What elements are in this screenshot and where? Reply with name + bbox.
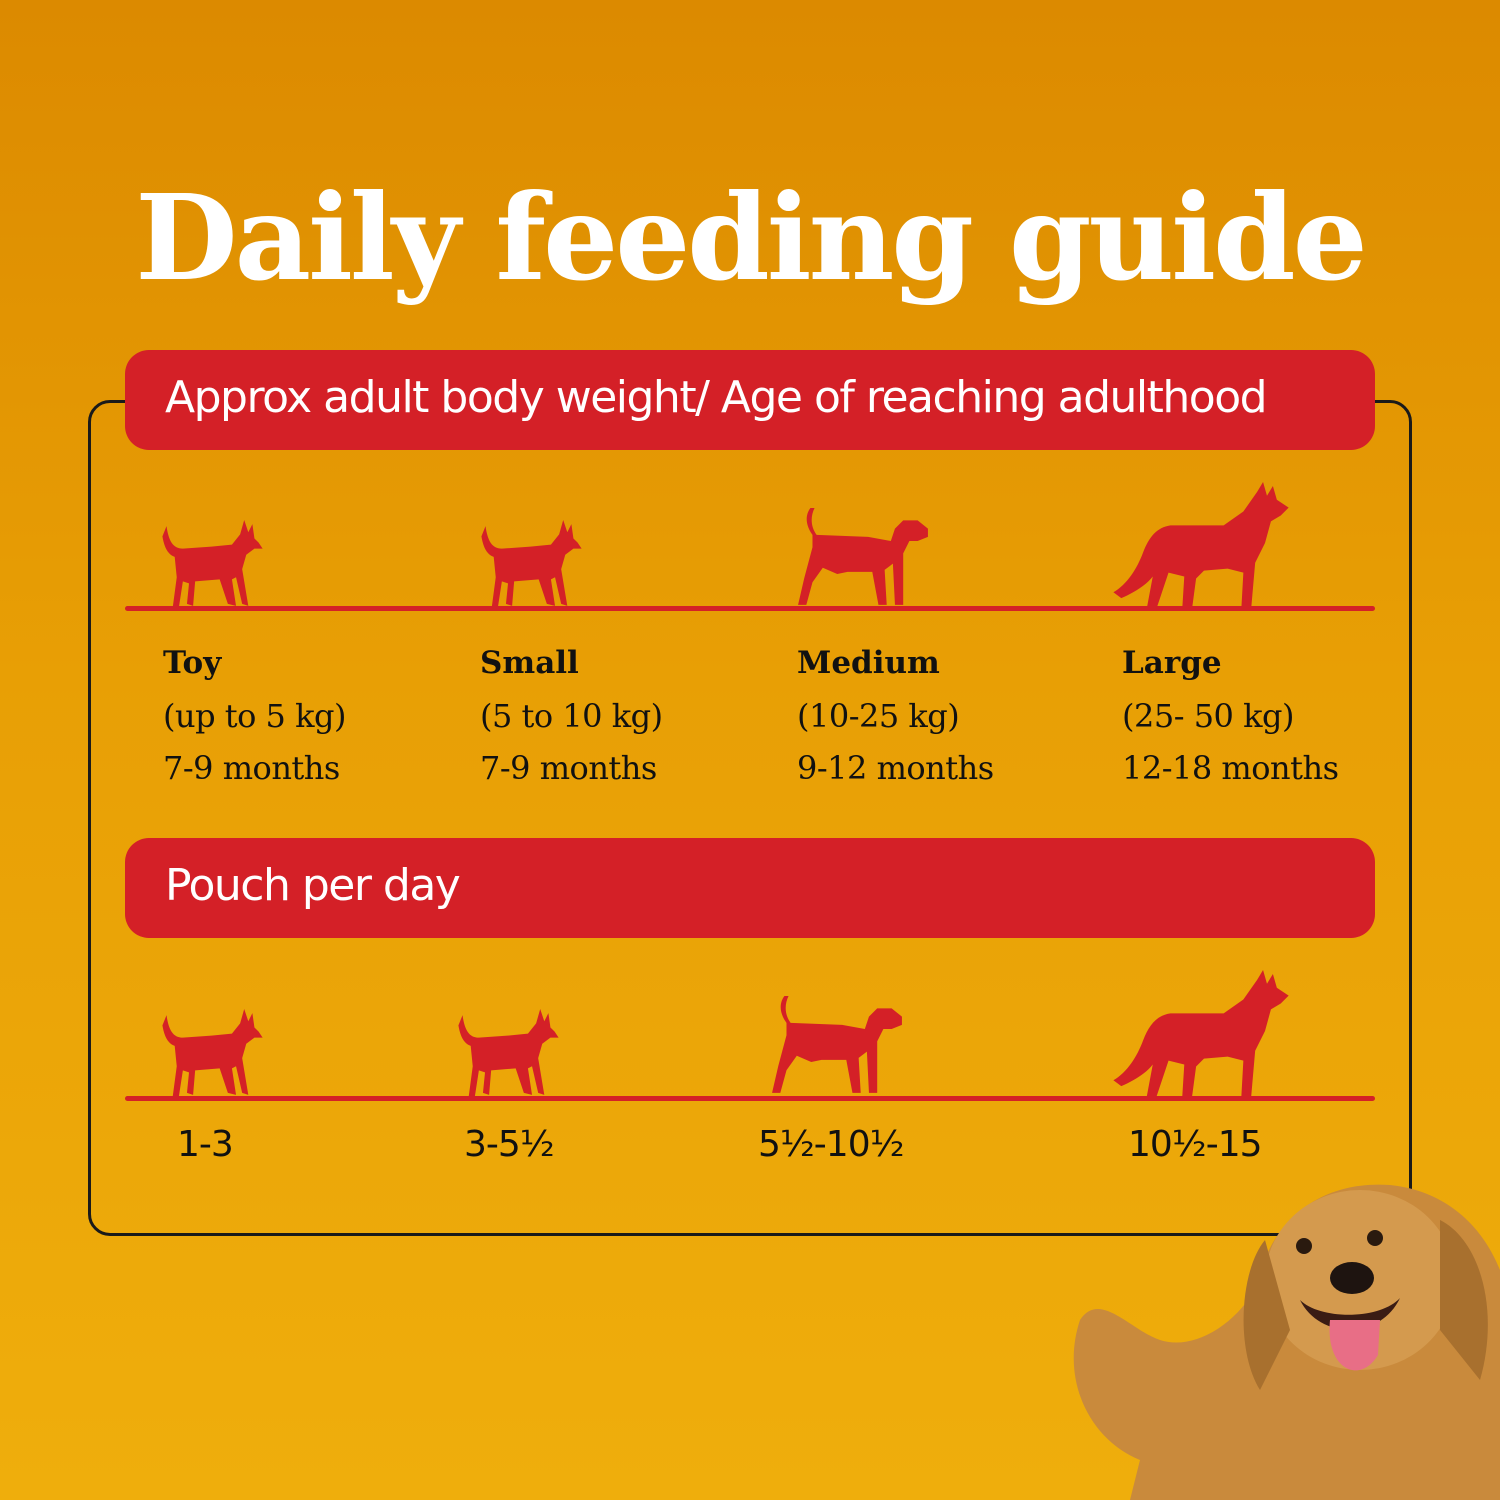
size-weight: (25- 50 kg): [1122, 697, 1294, 735]
size-large: Large (25- 50 kg) 12-18 months: [1122, 645, 1339, 801]
divider-line: [125, 1096, 1375, 1101]
golden-retriever-photo: [1073, 1184, 1500, 1500]
size-weight: (10-25 kg): [797, 697, 960, 735]
toy-dog-icon: [160, 518, 263, 610]
size-weight: (5 to 10 kg): [480, 697, 663, 735]
size-age: 12-18 months: [1122, 749, 1339, 787]
size-toy: Toy (up to 5 kg) 7-9 months: [163, 645, 346, 801]
size-name: Small: [480, 645, 579, 681]
pouch-medium: 5½-10½: [758, 1124, 904, 1165]
small-dog-icon: [479, 518, 582, 610]
size-medium: Medium (10-25 kg) 9-12 months: [797, 645, 994, 801]
size-small: Small (5 to 10 kg) 7-9 months: [480, 645, 663, 801]
pouch-small: 3-5½: [464, 1124, 555, 1165]
size-age: 7-9 months: [163, 749, 340, 787]
size-age: 9-12 months: [797, 749, 994, 787]
medium-dog-icon: [796, 505, 930, 610]
large-dog-icon: [1113, 482, 1291, 610]
small-dog-icon: [456, 1007, 559, 1099]
size-weight: (up to 5 kg): [163, 697, 346, 735]
pouch-banner: Pouch per day: [125, 838, 1375, 938]
size-name: Toy: [163, 645, 222, 681]
weight-age-banner: Approx adult body weight/ Age of reachin…: [125, 350, 1375, 450]
medium-dog-icon: [770, 993, 904, 1098]
page-title: Daily feeding guide: [135, 168, 1367, 307]
pouch-toy: 1-3: [177, 1124, 234, 1165]
size-name: Medium: [797, 645, 940, 681]
divider-line: [125, 606, 1375, 611]
size-age: 7-9 months: [480, 749, 657, 787]
toy-dog-icon: [160, 1007, 263, 1099]
pouch-large: 10½-15: [1128, 1124, 1262, 1165]
size-name: Large: [1122, 645, 1222, 681]
large-dog-icon: [1113, 970, 1291, 1098]
